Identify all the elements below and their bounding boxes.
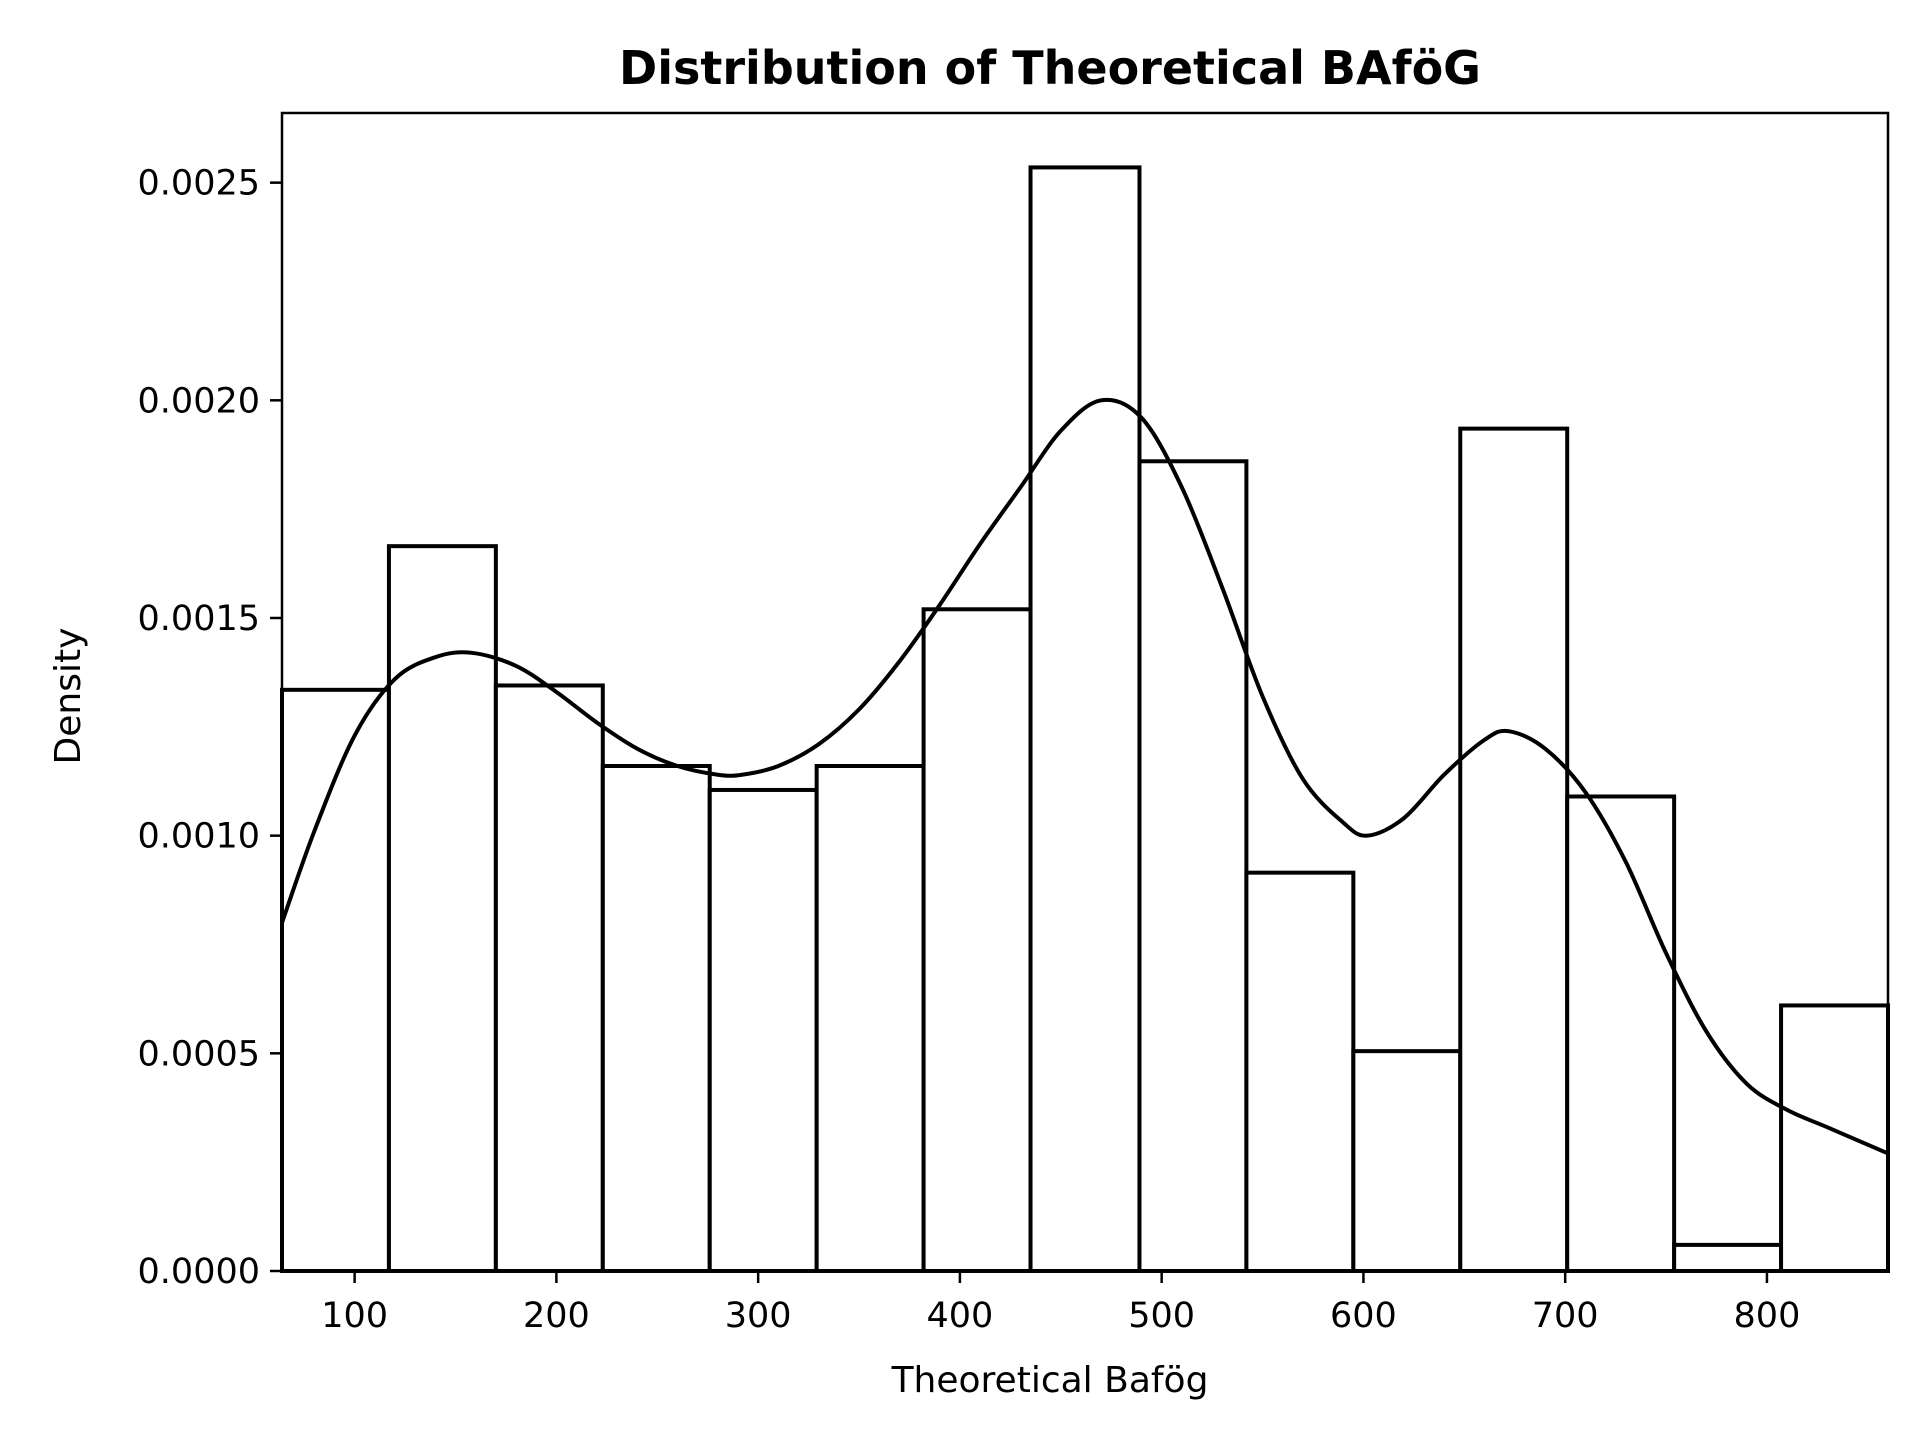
histogram-bar — [921, 607, 1033, 1273]
histogram-bar — [1779, 1003, 1891, 1273]
y-tick-label: 0.0010 — [138, 817, 260, 857]
histogram-bar — [1351, 1049, 1463, 1274]
y-tick-label: 0.0000 — [138, 1252, 260, 1292]
histogram-bar — [493, 683, 605, 1273]
y-tick-label: 0.0015 — [138, 599, 260, 639]
y-tick-label: 0.0005 — [138, 1034, 260, 1074]
x-tick-label: 700 — [1532, 1296, 1599, 1336]
histogram-bar — [280, 687, 391, 1273]
histogram-bar — [1244, 870, 1356, 1273]
histogram-bar — [1565, 794, 1677, 1273]
histogram-bar — [1028, 165, 1142, 1274]
kde-curve-group — [280, 397, 1889, 1156]
histogram-bar — [1137, 459, 1249, 1273]
histogram-bar — [814, 764, 926, 1273]
x-tick-label: 600 — [1330, 1296, 1397, 1336]
chart-title: Distribution of Theoretical BAföG — [619, 41, 1481, 95]
plot-frame — [280, 111, 1890, 1273]
histogram-bar — [600, 764, 712, 1273]
histogram-bar — [1672, 1242, 1784, 1273]
x-tick-label: 200 — [523, 1296, 590, 1336]
histogram-bar — [1458, 426, 1570, 1273]
x-tick-label: 400 — [927, 1296, 994, 1336]
histogram-bar — [386, 544, 498, 1273]
x-tick-label: 800 — [1734, 1296, 1801, 1336]
y-tick-label: 0.0020 — [138, 381, 260, 421]
x-tick-label: 100 — [321, 1296, 388, 1336]
y-tick-label: 0.0025 — [138, 164, 260, 204]
kde-line — [280, 397, 1889, 1156]
x-tick-label: 300 — [725, 1296, 792, 1336]
histogram-bar — [707, 787, 819, 1273]
axes: 100 200 300 400 500 600 700 800 0.0000 0.0005 0.00… — [138, 111, 1890, 1336]
y-axis-label: Density — [48, 628, 89, 765]
histogram-bars — [280, 165, 1891, 1274]
x-axis-label: Theoretical Bafög — [891, 1360, 1209, 1401]
x-tick-label: 500 — [1128, 1296, 1195, 1336]
